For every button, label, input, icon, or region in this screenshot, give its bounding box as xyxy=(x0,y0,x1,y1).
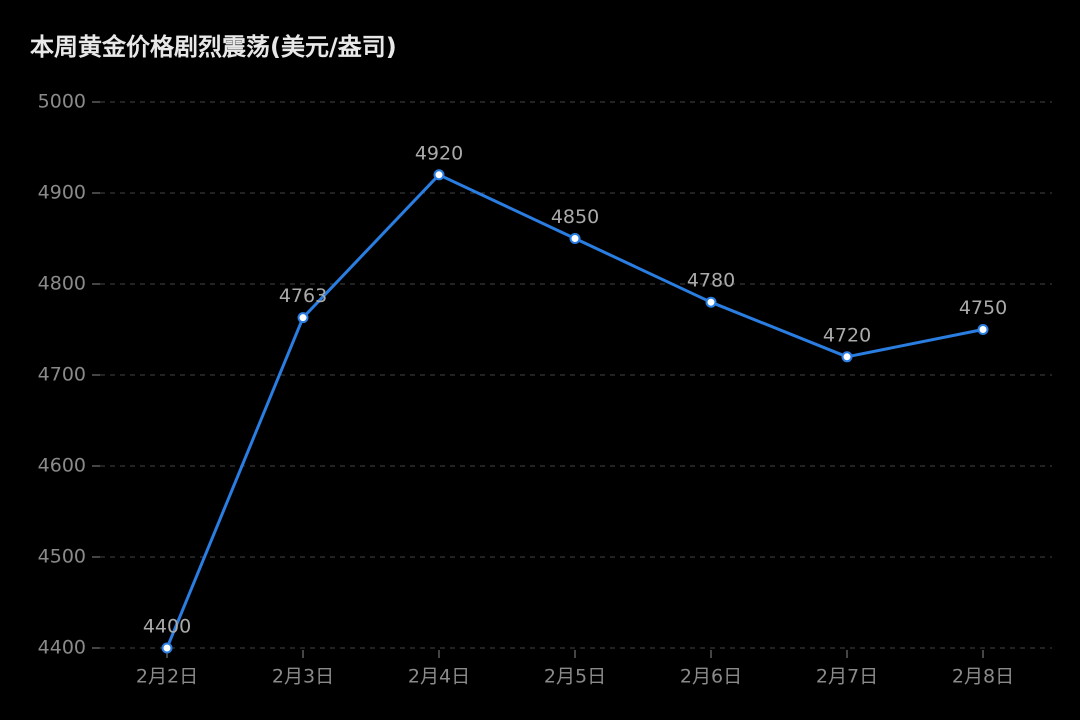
y-tick-label: 4600 xyxy=(38,455,86,477)
y-tick-label: 4400 xyxy=(38,637,86,659)
x-tick-label: 2月7日 xyxy=(816,666,878,688)
data-label: 4780 xyxy=(687,270,735,292)
x-tick-label: 2月2日 xyxy=(136,666,198,688)
x-tick-label: 2月3日 xyxy=(272,666,334,688)
data-label: 4400 xyxy=(143,616,191,638)
data-label: 4763 xyxy=(279,285,327,307)
x-tick-label: 2月6日 xyxy=(680,666,742,688)
data-label: 4920 xyxy=(415,142,463,164)
data-point xyxy=(705,296,717,308)
data-point xyxy=(977,324,989,335)
y-tick-label: 5000 xyxy=(38,91,86,113)
data-point xyxy=(297,312,309,324)
data-point xyxy=(569,233,581,244)
y-tick-label: 4700 xyxy=(38,364,86,386)
y-tick-label: 4500 xyxy=(38,546,86,568)
x-tick-label: 2月8日 xyxy=(952,666,1014,688)
chart-title: 本周黄金价格剧烈震荡(美元/盎司) xyxy=(30,33,397,61)
y-tick-label: 4900 xyxy=(38,182,86,204)
y-tick-label: 4800 xyxy=(38,273,86,295)
data-point xyxy=(841,351,853,363)
data-label: 4750 xyxy=(959,297,1007,319)
x-tick-label: 2月4日 xyxy=(408,666,470,688)
x-tick-label: 2月5日 xyxy=(544,666,606,688)
data-point xyxy=(161,642,173,654)
data-point xyxy=(433,169,445,181)
data-label: 4720 xyxy=(823,324,871,346)
data-label: 4850 xyxy=(551,206,599,228)
